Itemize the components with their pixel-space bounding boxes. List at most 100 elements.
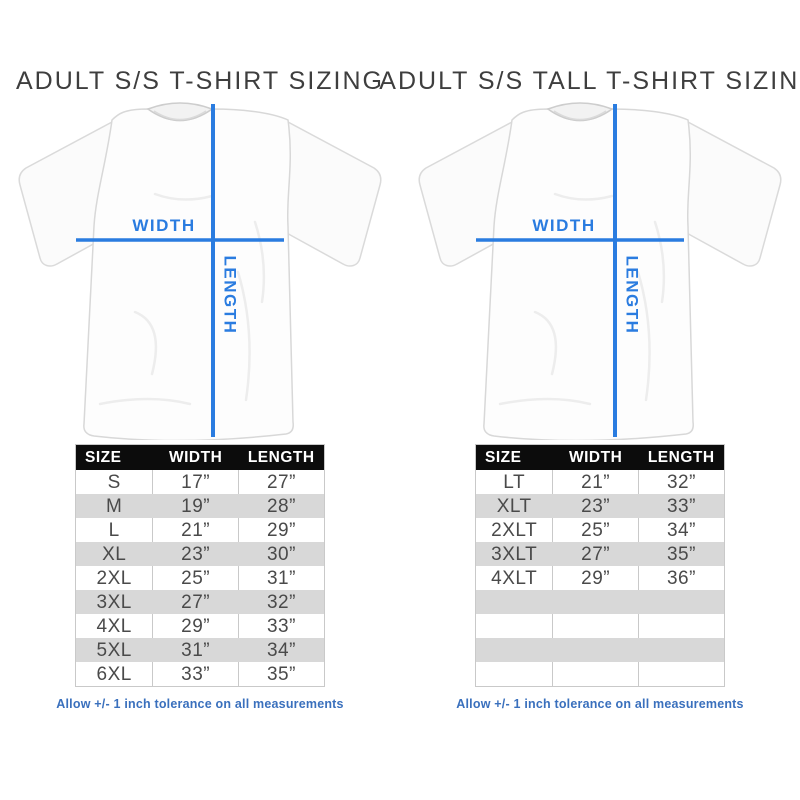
size-cell: 4XL [96, 615, 132, 637]
tshirt-wrinkles [498, 192, 666, 406]
length-cell: 35” [237, 662, 324, 686]
width-cell: 27” [152, 590, 239, 614]
length-label: LENGTH [623, 256, 642, 335]
tshirt-body [83, 108, 294, 440]
width-cell: 33” [152, 662, 239, 686]
table-row: XL 23” 30” [76, 542, 324, 566]
size-table-tall: SIZE WIDTH LENGTH LT 21” 32” XLT 23” 33” 2XL… [476, 445, 724, 686]
length-cell: 27” [237, 470, 324, 494]
length-label: LENGTH [221, 256, 240, 335]
size-cell: M [76, 494, 153, 518]
size-cell: 6XL [96, 663, 132, 685]
shirt-diagram-regular: WIDTH LENGTH [0, 102, 400, 440]
tshirt-left-sleeve [18, 120, 118, 267]
length-cell: 34” [637, 518, 724, 542]
size-table-tall-wrap: SIZE WIDTH LENGTH LT 21” 32” XLT 23” 33” 2XL… [475, 444, 725, 687]
table-row: L 21” 29” [76, 518, 324, 542]
width-cell [552, 662, 639, 686]
table-row: 4XL 29” 33” [76, 614, 324, 638]
size-cell [476, 662, 553, 686]
size-cell: 3XL [76, 590, 153, 614]
table-row: 3XL 27” 32” [76, 590, 324, 614]
col-header-length: LENGTH [638, 445, 724, 470]
length-cell: 28” [237, 494, 324, 518]
size-cell: LT [503, 471, 526, 493]
table-row: 2XLT 25” 34” [476, 518, 724, 542]
size-cell [476, 638, 553, 662]
width-cell: 27” [552, 542, 639, 566]
size-cell: 3XLT [476, 542, 553, 566]
width-cell: 29” [552, 566, 639, 590]
length-cell [637, 638, 724, 662]
size-cell: 2XL [96, 567, 132, 589]
length-cell [637, 662, 724, 686]
width-label: WIDTH [132, 216, 195, 235]
table-row: 2XL 25” 31” [76, 566, 324, 590]
length-cell: 30” [237, 542, 324, 566]
width-cell: 21” [552, 470, 639, 494]
tolerance-note-tall: Allow +/- 1 inch tolerance on all measur… [456, 697, 744, 711]
panel-title-tall: ADULT S/S TALL T-SHIRT SIZING [379, 67, 800, 95]
length-cell [637, 590, 724, 614]
shirt-diagram-tall: WIDTH LENGTH [400, 102, 800, 440]
width-cell: 21” [152, 518, 239, 542]
size-cell: 2XLT [491, 519, 538, 541]
table-row: 5XL 31” 34” [76, 638, 324, 662]
table-row: S 17” 27” [76, 470, 324, 494]
table-row [476, 590, 724, 614]
length-cell: 35” [637, 542, 724, 566]
width-cell: 17” [152, 470, 239, 494]
length-cell: 32” [237, 590, 324, 614]
tshirt-right-sleeve [282, 120, 382, 267]
tshirt-collar-seam [553, 110, 607, 121]
size-cell [476, 590, 553, 614]
table-row: 4XLT 29” 36” [476, 566, 724, 590]
width-cell: 29” [152, 614, 239, 638]
col-header-size: SIZE [476, 445, 553, 470]
size-cell: 4XLT [491, 567, 538, 589]
length-cell: 34” [237, 638, 324, 662]
table-header-row: SIZE WIDTH LENGTH [76, 445, 324, 470]
length-cell: 33” [637, 494, 724, 518]
length-cell: 33” [237, 614, 324, 638]
table-row [476, 614, 724, 638]
length-cell: 31” [237, 566, 324, 590]
width-cell: 23” [152, 542, 239, 566]
col-header-length: LENGTH [238, 445, 324, 470]
tshirt-graphic: WIDTH LENGTH [418, 102, 782, 440]
table-row [476, 638, 724, 662]
length-cell: 29” [237, 518, 324, 542]
width-cell [552, 614, 639, 638]
width-cell: 31” [152, 638, 239, 662]
table-row: XLT 23” 33” [476, 494, 724, 518]
size-cell [476, 614, 553, 638]
table-row: M 19” 28” [76, 494, 324, 518]
size-cell: XL [76, 542, 153, 566]
table-row [476, 662, 724, 686]
width-cell: 19” [152, 494, 239, 518]
size-cell: L [108, 519, 120, 541]
panel-regular-sizing: ADULT S/S T-SHIRT SIZING [0, 66, 400, 800]
tshirt-left-sleeve [418, 120, 518, 267]
panel-title-regular: ADULT S/S T-SHIRT SIZING [16, 67, 384, 95]
col-header-width: WIDTH [152, 445, 239, 470]
width-cell: 25” [152, 566, 239, 590]
length-cell [637, 614, 724, 638]
table-row: LT 21” 32” [476, 470, 724, 494]
table-row: 6XL 33” 35” [76, 662, 324, 686]
size-table-regular-wrap: SIZE WIDTH LENGTH S 17” 27” M 19” 28” L 21” 29… [75, 444, 325, 687]
size-cell: 5XL [76, 638, 153, 662]
tshirt-collar-seam [153, 110, 207, 121]
tshirt-body [483, 108, 694, 440]
col-header-width: WIDTH [552, 445, 639, 470]
width-cell [552, 638, 639, 662]
size-cell: S [107, 471, 121, 493]
length-cell: 32” [637, 470, 724, 494]
size-cell: XLT [476, 494, 553, 518]
width-cell: 23” [552, 494, 639, 518]
col-header-size: SIZE [76, 445, 153, 470]
tshirt-right-sleeve [682, 120, 782, 267]
tshirt-wrinkles [98, 192, 266, 406]
size-table-regular: SIZE WIDTH LENGTH S 17” 27” M 19” 28” L 21” 29… [76, 445, 324, 686]
